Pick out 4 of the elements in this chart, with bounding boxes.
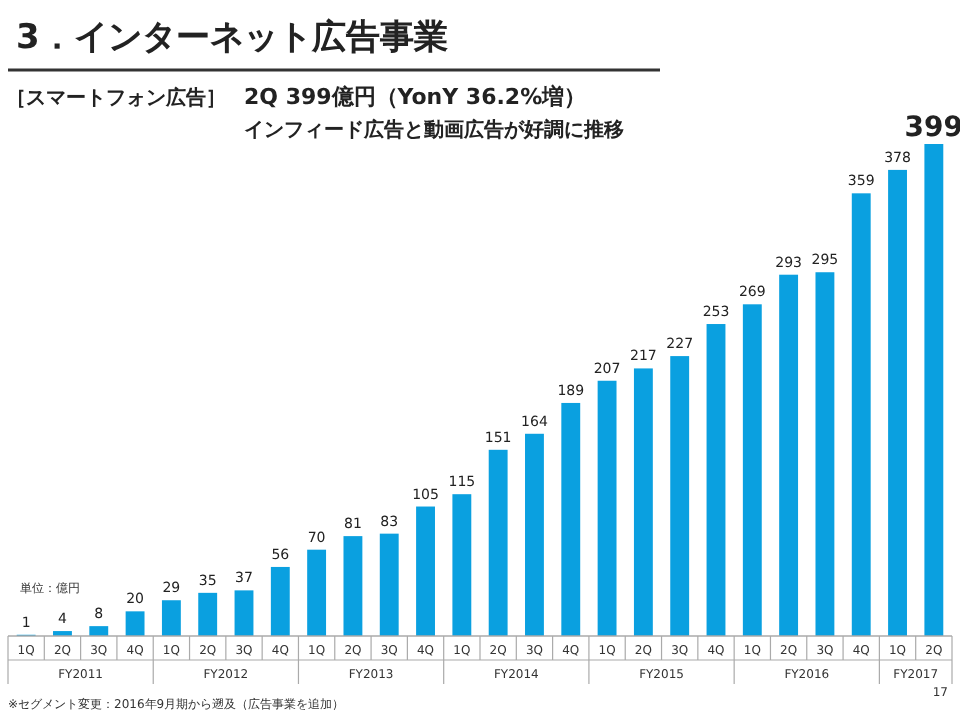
title: 3．インターネット広告事業 bbox=[16, 18, 448, 58]
subtitle: ［スマートフォン広告］ bbox=[6, 88, 226, 110]
annotation: インフィード広告と動画広告が好調に推移 bbox=[244, 120, 624, 142]
annotation: 2Q 399億円（YonY 36.2%増） bbox=[244, 84, 587, 110]
